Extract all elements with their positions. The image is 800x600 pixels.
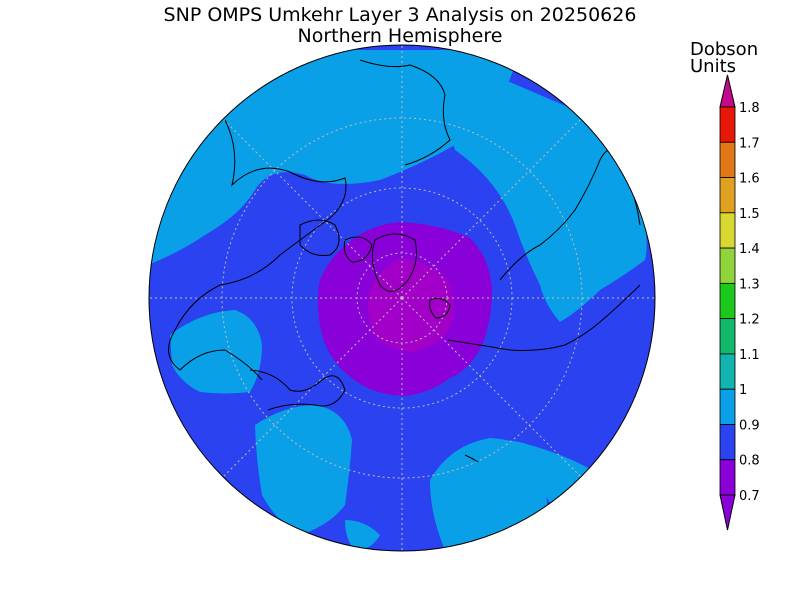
ozone-region-0.9-south [430, 438, 548, 550]
colorbar-band-1 [719, 353, 736, 390]
chart-title: SNP OMPS Umkehr Layer 3 Analysis on 2025… [163, 4, 637, 26]
colorbar-tick-label: 1.5 [739, 207, 760, 222]
colorbar-band-1.6 [719, 141, 736, 178]
coastlines [168, 59, 641, 463]
colorbar-band-1.1 [719, 318, 736, 355]
ozone-region-0.9-bottom [345, 520, 380, 550]
ozone-region-0.9-northwest [149, 50, 520, 265]
colorbar-band-0.7 [719, 459, 736, 496]
map-border [148, 44, 656, 552]
coastline-north-america [168, 119, 347, 381]
meridian-135w [222, 118, 403, 299]
colorbar-tick-label: 1.4 [739, 242, 760, 257]
colorbar-tick-label: 1.8 [739, 101, 760, 116]
chart-subtitle: Northern Hemisphere [297, 25, 503, 47]
colorbar-tick-label: 1 [739, 383, 747, 398]
ozone-region-0.9-northeast [452, 80, 647, 322]
colorbar-band-0.9 [719, 388, 736, 425]
colorbar-units-line2: Units [690, 56, 737, 77]
coastline-canadian-islands [299, 219, 373, 263]
colorbar-tick-label: 0.8 [739, 454, 760, 469]
colorbar-tick-label: 1.1 [739, 348, 760, 363]
coastline-svalbard [429, 297, 451, 319]
colorbar-units-line1: Dobson [690, 39, 759, 60]
meridian-135e [401, 118, 582, 299]
coastline-siberia [447, 284, 641, 351]
colorbar-band-1.3 [719, 247, 736, 284]
colorbar-tick-label: 1.2 [739, 313, 760, 328]
map-disk [149, 45, 655, 551]
colorbar-tick-label: 1.6 [739, 172, 760, 187]
colorbar-band-1.7 [719, 106, 736, 143]
colorbar-top-triangle [719, 74, 736, 108]
graticule [149, 45, 655, 551]
colorbar-tick-label: 0.9 [739, 418, 760, 433]
colorbar-bottom-triangle [719, 494, 736, 531]
ozone-region-0.9-west [170, 310, 262, 394]
coastline-alaska [359, 59, 451, 166]
coastline-greenland [371, 233, 417, 292]
coastline-japan [464, 454, 479, 463]
colorbar-band-0.8 [719, 424, 736, 461]
colorbar-band-1.5 [719, 177, 736, 214]
ozone-region-0.7-core [367, 258, 454, 352]
ozone-region-0.9-southwest [255, 405, 352, 535]
colorbar-tick-label: 0.7 [739, 489, 760, 504]
colorbar-band-1.2 [719, 282, 736, 320]
colorbar-units-label: Dobson Units [690, 39, 759, 77]
meridian-45w [222, 297, 403, 478]
coastline-europe [249, 369, 346, 411]
colorbar-tick-label: 1.7 [739, 136, 760, 151]
colorbar-tick-label: 1.3 [739, 277, 760, 292]
meridian-45e [401, 297, 582, 478]
colorbar-band-1.4 [719, 212, 736, 249]
